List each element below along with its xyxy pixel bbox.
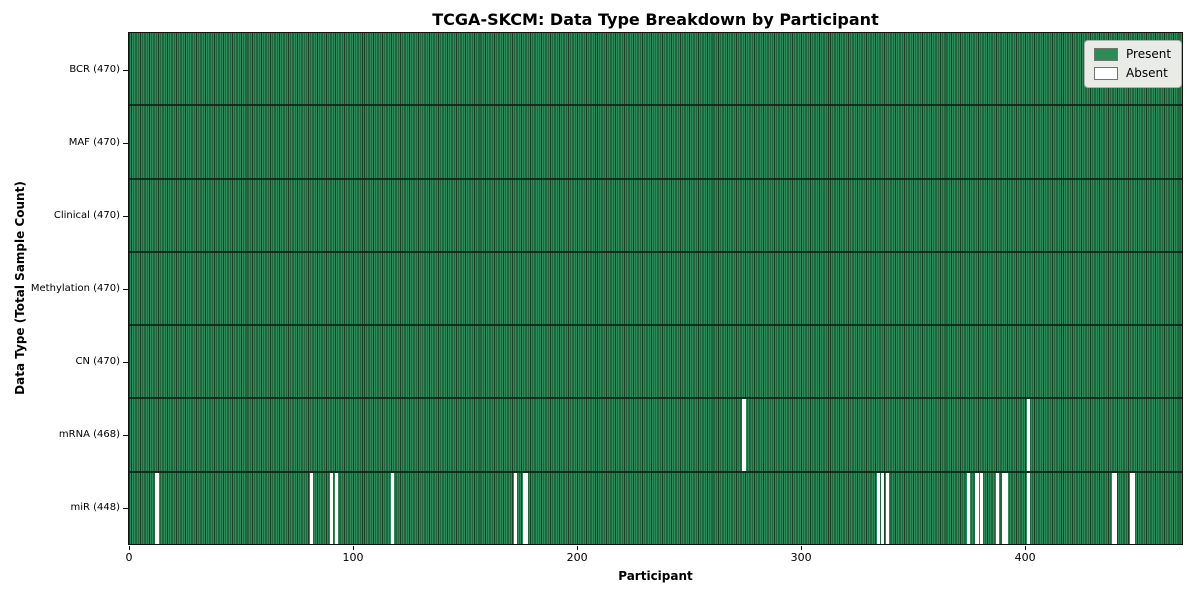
y-tick-mark (123, 507, 128, 509)
plot-area (128, 32, 1183, 545)
x-tick-label-100: 100 (342, 551, 364, 564)
absent-stripe (881, 472, 885, 544)
x-tick-mark (1025, 546, 1027, 550)
x-tick-label-0: 0 (125, 551, 133, 564)
absent-stripe (525, 472, 529, 544)
x-tick-label-400: 400 (1014, 551, 1036, 564)
absent-stripe (513, 472, 517, 544)
x-tick-mark (577, 546, 579, 550)
legend-item-absent: Absent (1094, 66, 1171, 80)
heatmap-row-MAF (129, 106, 1182, 180)
x-tick-mark (353, 546, 355, 550)
absent-stripe (1114, 472, 1118, 544)
absent-stripe (979, 472, 983, 544)
heatmap-rows (129, 33, 1182, 544)
absent-stripe (334, 472, 338, 544)
present-swatch-icon (1094, 47, 1118, 61)
legend-label-present: Present (1126, 47, 1172, 61)
absent-stripe (975, 472, 979, 544)
y-tick-label-Methylation: Methylation (470) (30, 282, 120, 294)
absent-stripe (1004, 472, 1008, 544)
absent-stripe (876, 472, 880, 544)
absent-stripe (310, 472, 314, 544)
x-tick-label-300: 300 (790, 551, 812, 564)
y-tick-label-miR: miR (448) (70, 501, 120, 513)
legend-label-absent: Absent (1126, 66, 1168, 80)
absent-swatch-icon (1094, 66, 1118, 80)
absent-stripe (885, 472, 889, 544)
heatmap-row-BCR (129, 33, 1182, 107)
absent-stripe (1112, 472, 1116, 544)
y-tick-mark (123, 434, 128, 436)
y-tick-mark (123, 142, 128, 144)
absent-stripe (330, 472, 334, 544)
y-tick-label-BCR: BCR (470) (69, 63, 120, 75)
heatmap-row-mRNA (129, 399, 1182, 473)
legend: Present Absent (1084, 40, 1183, 88)
absent-stripe (1132, 472, 1136, 544)
y-tick-mark (123, 361, 128, 363)
absent-stripe (1027, 399, 1031, 471)
heatmap-row-Methylation (129, 252, 1182, 327)
absent-stripe (1027, 472, 1031, 544)
absent-stripe (1130, 472, 1134, 544)
absent-stripe (1002, 472, 1006, 544)
absent-stripe (742, 399, 746, 471)
heatmap-row-CN (129, 326, 1182, 400)
y-tick-label-Clinical: Clinical (470) (53, 209, 120, 221)
absent-stripe (966, 472, 970, 544)
absent-stripe (522, 472, 526, 544)
heatmap-row-miR (129, 472, 1182, 544)
y-tick-mark (123, 215, 128, 217)
y-tick-mark (123, 288, 128, 290)
x-tick-label-200: 200 (566, 551, 588, 564)
absent-stripe (155, 472, 159, 544)
y-tick-mark (123, 69, 128, 71)
absent-stripe (390, 472, 394, 544)
legend-item-present: Present (1094, 47, 1171, 61)
heatmap-row-Clinical (129, 179, 1182, 253)
chart-title: TCGA-SKCM: Data Type Breakdown by Partic… (432, 10, 879, 29)
y-tick-label-MAF: MAF (470) (68, 136, 120, 148)
x-tick-mark (801, 546, 803, 550)
absent-stripe (995, 472, 999, 544)
x-axis-label: Participant (618, 569, 693, 583)
x-tick-mark (129, 546, 130, 550)
y-tick-label-mRNA: mRNA (468) (58, 428, 120, 440)
y-tick-label-CN: CN (470) (75, 355, 120, 367)
